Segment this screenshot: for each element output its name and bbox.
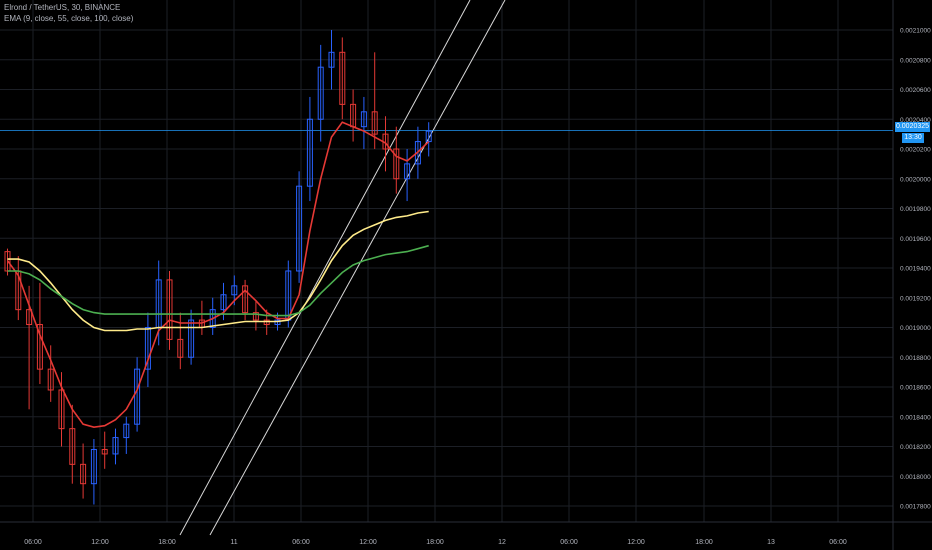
candle-body [328, 51, 335, 68]
y-tick-label: 0.0020800 [900, 57, 931, 64]
ema-9-line [6, 121, 430, 429]
y-tick-label: 0.0018000 [900, 474, 931, 481]
candle-body [242, 285, 249, 314]
y-tick-label: 0.0020000 [900, 176, 931, 183]
candle-body [339, 51, 346, 105]
y-tick-label: 0.0018800 [900, 355, 931, 362]
y-tick-label: 0.0019200 [900, 295, 931, 302]
candle-body [296, 185, 303, 272]
candle-body [231, 285, 238, 296]
x-tick-label: 12 [498, 539, 506, 546]
candle-body [47, 368, 54, 391]
x-tick-label: 11 [230, 539, 237, 546]
x-tick-label: 06:00 [292, 539, 310, 546]
candle-body [317, 66, 324, 120]
candle-body [144, 327, 151, 370]
x-tick-label: 06:00 [829, 539, 847, 546]
candle-body [69, 428, 76, 465]
candle-body [112, 437, 119, 455]
y-tick-label: 0.0018400 [900, 414, 931, 421]
x-tick-label: 12:00 [627, 539, 645, 546]
y-tick-label: 0.0019600 [900, 236, 931, 243]
ema-lines [6, 121, 430, 429]
chart-legend: Elrond / TetherUS, 30, BINANCE EMA (9, c… [4, 2, 133, 24]
candle-body [371, 111, 378, 135]
y-tick-label: 0.0020200 [900, 147, 931, 154]
trend-line-lower [209, 0, 506, 536]
candle-body [425, 130, 432, 143]
x-tick-label: 18:00 [158, 539, 176, 546]
x-tick-label: 12:00 [359, 539, 377, 546]
candle-body [101, 448, 108, 455]
candle-body [134, 368, 141, 425]
candle-body [188, 319, 195, 358]
y-tick-label: 0.0018600 [900, 385, 931, 392]
candle-body [252, 312, 259, 321]
price-axis: 0.0017800 0.0018000 0.0018200 0.0018400 0.00… [900, 28, 931, 511]
y-tick-label: 0.0020600 [900, 87, 931, 94]
candle-body [414, 141, 421, 165]
trend-channel-lines [179, 0, 506, 536]
x-tick-label: 13 [767, 539, 775, 546]
candle-body [404, 163, 411, 180]
x-tick-label: 18:00 [426, 539, 444, 546]
y-tick-label: 0.0020400 [900, 117, 931, 124]
candle-body [26, 309, 33, 326]
y-tick-label: 0.0019400 [900, 266, 931, 273]
candle-body [209, 309, 216, 328]
y-tick-label: 0.0018200 [900, 444, 931, 451]
x-tick-label: 06:00 [24, 539, 42, 546]
y-tick-label: 0.0017800 [900, 504, 931, 511]
trend-line-upper [179, 0, 471, 536]
candle-body [306, 118, 313, 187]
candle-body [80, 463, 87, 485]
candle-body [123, 423, 130, 439]
candle-body [166, 279, 173, 340]
ema-100-line [7, 244, 429, 317]
bar-countdown-badge: 13:30 [902, 133, 924, 143]
time-axis: 06:00 12:00 18:00 11 06:00 12:00 18:00 12 06:00 1… [24, 539, 847, 546]
candle-body [360, 111, 367, 128]
candle-body [177, 338, 184, 358]
x-tick-label: 12:00 [91, 539, 109, 546]
x-tick-label: 06:00 [560, 539, 578, 546]
y-tick-label: 0.0019800 [900, 206, 931, 213]
ema-55-line [7, 210, 429, 332]
candle-body [220, 294, 227, 311]
y-tick-label: 0.0019000 [900, 325, 931, 332]
candlesticks [4, 30, 432, 505]
candle-body [90, 448, 97, 485]
y-tick-label: 0.0021000 [900, 28, 931, 35]
candle-body [393, 148, 400, 180]
indicator-label: EMA (9, close, 55, close, 100, close) [4, 14, 134, 23]
symbol-title: Elrond / TetherUS, 30, BINANCE [4, 3, 121, 12]
x-tick-label: 18:00 [695, 539, 713, 546]
current-price-badge: 0.0020325 [895, 122, 930, 132]
candle-body [58, 389, 65, 430]
candle-body [36, 324, 43, 370]
